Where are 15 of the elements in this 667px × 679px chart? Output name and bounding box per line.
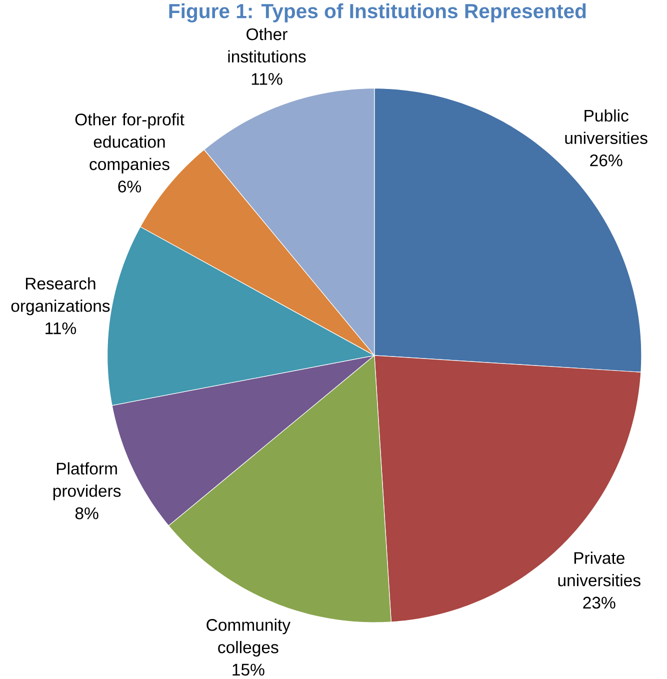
data-label: 11%: [46, 322, 76, 334]
slice-label: Community colleges: [206, 618, 291, 657]
data-label: 8%: [76, 507, 99, 520]
data-label: 15%: [232, 664, 265, 676]
slice-label: Other institutions: [228, 28, 306, 63]
slice-label: Other for-profit education companies: [76, 113, 185, 174]
slice-label: Private universities: [558, 552, 641, 586]
slice-label: Platform providers: [54, 462, 121, 500]
slice-label: Public universities: [565, 109, 648, 144]
data-label: 23%: [583, 596, 616, 609]
slice-label: Research organizations: [12, 277, 110, 316]
data-label: 26%: [590, 154, 622, 166]
data-label: 11%: [252, 73, 282, 85]
chart-title: Figure 1: Types of Institutions Represented: [169, 3, 586, 22]
data-label: 6%: [118, 180, 142, 192]
